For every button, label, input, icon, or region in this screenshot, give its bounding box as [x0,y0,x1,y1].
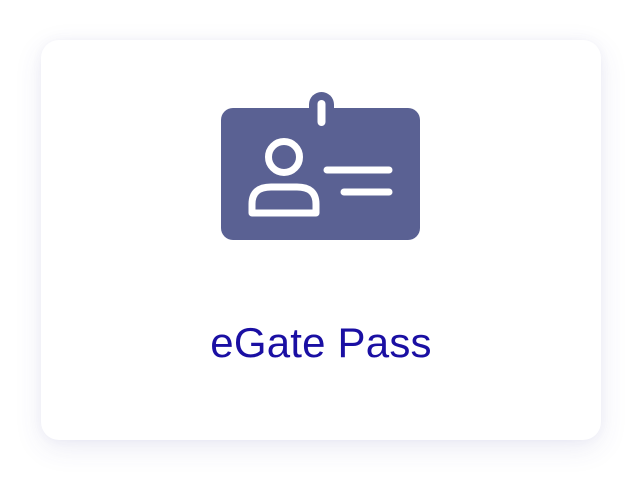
id-badge-icon [221,92,420,240]
card-label: eGate Pass [210,319,432,366]
egate-pass-card[interactable]: eGate Pass [41,40,601,440]
